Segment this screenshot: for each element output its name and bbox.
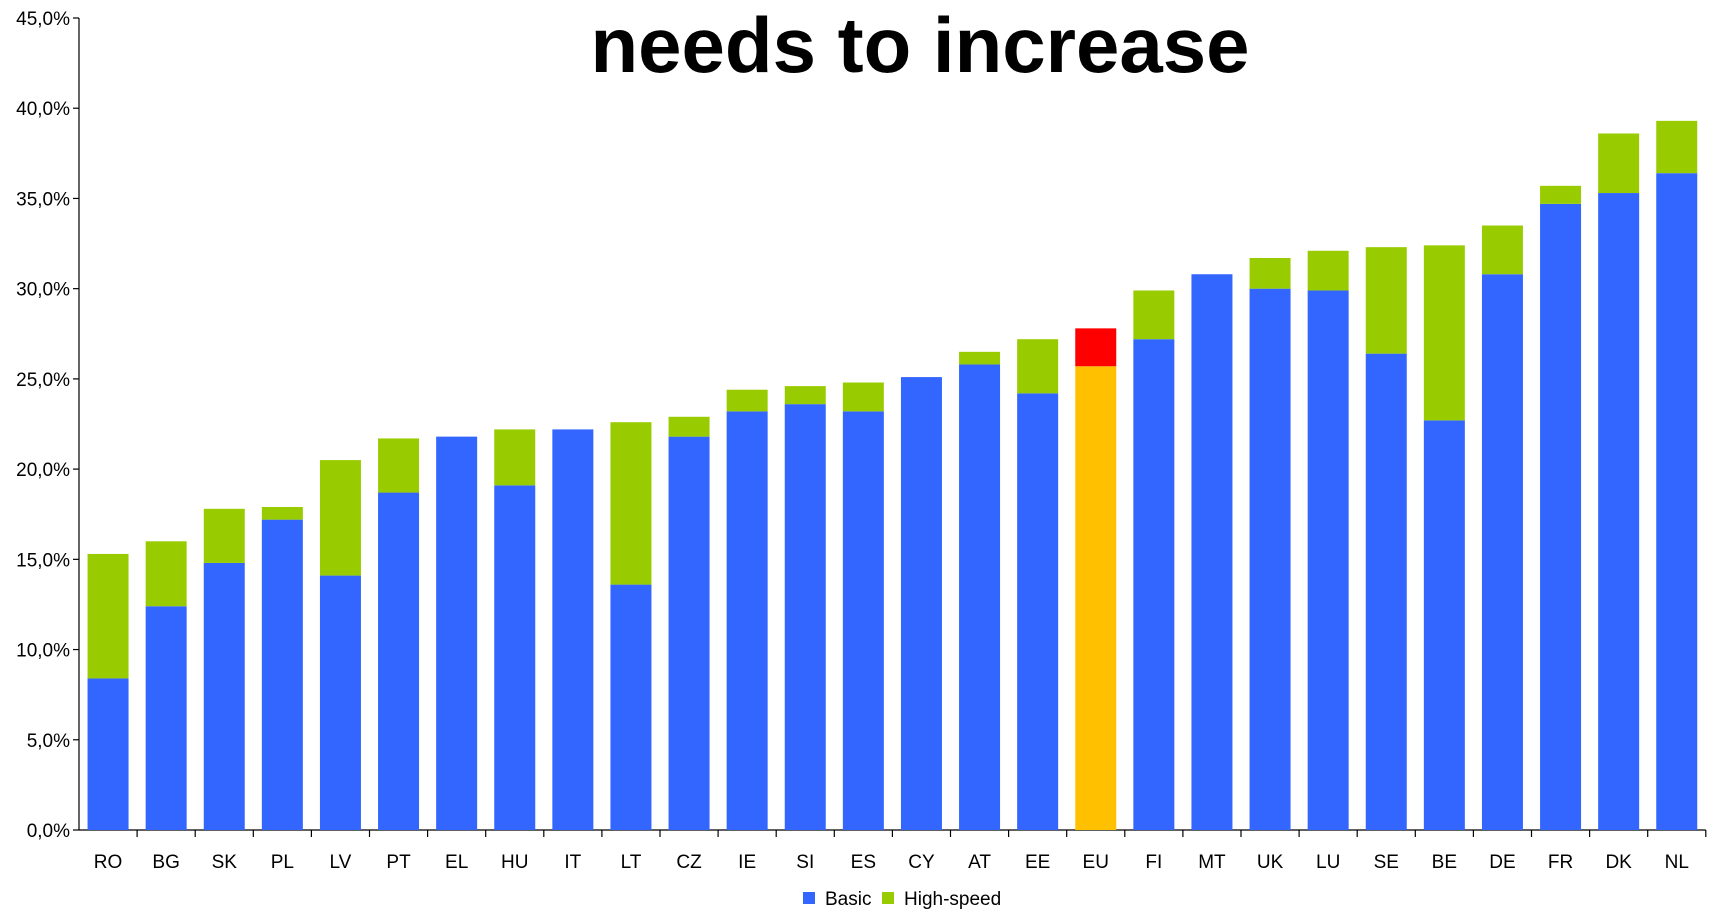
x-tick-label-es: ES — [851, 852, 876, 873]
y-tick-label: 35,0% — [16, 189, 70, 210]
x-tick-label-mt: MT — [1198, 852, 1226, 873]
bar-basic-ro — [87, 678, 129, 830]
legend-swatch-basic — [803, 892, 815, 904]
y-tick-label: 10,0% — [16, 641, 70, 662]
bar-basic-mt — [1191, 274, 1233, 831]
chart-title: needs to increase — [591, 1, 1250, 89]
bar-basic-ee — [1017, 393, 1059, 830]
bar-high-speed-se — [1365, 247, 1407, 354]
bar-basic-lu — [1307, 290, 1349, 831]
x-tick-label-lt: LT — [621, 852, 642, 873]
bar-basic-at — [959, 364, 1001, 830]
bar-high-speed-de — [1481, 225, 1523, 275]
bar-basic-uk — [1249, 288, 1291, 831]
bar-basic-eu — [1075, 366, 1117, 830]
y-tick-label: 20,0% — [16, 460, 70, 481]
x-tick-label-nl: NL — [1665, 852, 1689, 873]
y-tick-label: 5,0% — [27, 731, 70, 752]
legend-label-high-speed: High-speed — [904, 889, 1001, 910]
x-tick-label-uk: UK — [1257, 852, 1284, 873]
bar-basic-si — [784, 404, 826, 830]
bar-basic-sk — [203, 562, 245, 830]
bar-basic-de — [1481, 274, 1523, 831]
bar-high-speed-be — [1423, 245, 1465, 421]
bar-high-speed-si — [784, 386, 826, 405]
bar-basic-lv — [319, 575, 361, 830]
x-tick-label-cy: CY — [908, 852, 935, 873]
bar-high-speed-pt — [378, 438, 420, 493]
bar-basic-pt — [378, 492, 420, 830]
x-tick-label-pl: PL — [271, 852, 294, 873]
x-tick-label-ie: IE — [738, 852, 756, 873]
bar-high-speed-pl — [261, 507, 303, 520]
legend-label-basic: Basic — [825, 889, 871, 910]
x-tick-label-lv: LV — [330, 852, 352, 873]
bar-high-speed-eu — [1075, 328, 1117, 367]
bar-basic-es — [842, 411, 884, 830]
bar-basic-fr — [1540, 203, 1582, 830]
plot-area: 0,0% 5,0% 10,0% 15,0% 20,0% 25,0% 30,0% 35,0% 40… — [16, 9, 1707, 873]
bar-basic-ie — [726, 411, 768, 830]
x-tick-label-fr: FR — [1548, 852, 1573, 873]
y-tick-label: 0,0% — [27, 821, 70, 842]
x-tick-label-si: SI — [796, 852, 814, 873]
bar-basic-fi — [1133, 339, 1175, 830]
bar-basic-dk — [1598, 193, 1640, 830]
y-tick-label: 15,0% — [16, 550, 70, 571]
bar-basic-cz — [668, 436, 710, 830]
x-tick-label-fi: FI — [1145, 852, 1162, 873]
x-tick-label-bg: BG — [152, 852, 179, 873]
legend: Basic High-speed — [803, 889, 1001, 910]
bar-high-speed-lv — [319, 460, 361, 576]
x-tick-label-pt: PT — [386, 852, 411, 873]
x-tick-label-lu: LU — [1316, 852, 1340, 873]
x-tick-label-be: BE — [1432, 852, 1457, 873]
x-tick-label-el: EL — [445, 852, 468, 873]
bar-high-speed-bg — [145, 541, 187, 607]
bar-high-speed-lu — [1307, 250, 1349, 291]
x-tick-label-sk: SK — [212, 852, 238, 873]
x-tick-label-ee: EE — [1025, 852, 1050, 873]
bar-high-speed-nl — [1656, 120, 1698, 174]
bar-high-speed-es — [842, 382, 884, 412]
bar-basic-lt — [610, 584, 652, 830]
x-tick-label-de: DE — [1489, 852, 1515, 873]
bar-high-speed-lt — [610, 422, 652, 585]
y-tick-label: 25,0% — [16, 370, 70, 391]
y-tick-label: 45,0% — [16, 9, 70, 30]
x-tick-label-it: IT — [564, 852, 581, 873]
x-tick-label-at: AT — [968, 852, 991, 873]
bar-basic-it — [552, 429, 594, 830]
bar-basic-se — [1365, 353, 1407, 830]
bar-high-speed-ie — [726, 389, 768, 412]
bar-basic-cy — [900, 377, 942, 830]
bar-basic-hu — [494, 485, 536, 830]
bar-high-speed-ee — [1017, 339, 1059, 394]
x-tick-label-se: SE — [1374, 852, 1399, 873]
y-tick-label: 40,0% — [16, 99, 70, 120]
x-tick-label-dk: DK — [1605, 852, 1632, 873]
bar-high-speed-at — [959, 351, 1001, 365]
bar-basic-be — [1423, 420, 1465, 830]
x-tick-label-ro: RO — [94, 852, 123, 873]
bar-high-speed-fr — [1540, 185, 1582, 204]
bar-basic-pl — [261, 519, 303, 830]
x-tick-label-cz: CZ — [676, 852, 702, 873]
x-tick-label-hu: HU — [501, 852, 528, 873]
bar-high-speed-cz — [668, 416, 710, 437]
bar-basic-bg — [145, 606, 187, 830]
legend-swatch-high-speed — [882, 892, 894, 904]
x-tick-label-eu: EU — [1083, 852, 1109, 873]
bar-high-speed-ro — [87, 553, 129, 679]
y-tick-label: 30,0% — [16, 280, 70, 301]
bar-high-speed-sk — [203, 508, 245, 563]
bar-high-speed-hu — [494, 429, 536, 486]
bar-high-speed-uk — [1249, 257, 1291, 289]
bar-basic-el — [436, 436, 478, 830]
bar-basic-nl — [1656, 173, 1698, 830]
bar-high-speed-dk — [1598, 133, 1640, 194]
bar-high-speed-fi — [1133, 290, 1175, 340]
